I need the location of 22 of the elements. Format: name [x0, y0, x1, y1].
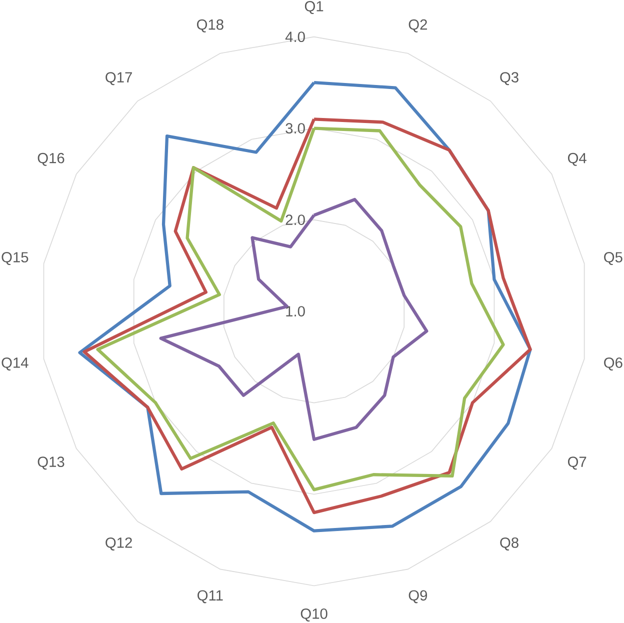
spoke-label: Q8	[500, 538, 518, 551]
spoke-label: Q13	[38, 456, 64, 470]
spoke-label: Q11	[198, 590, 223, 604]
spoke-label: Q17	[106, 72, 132, 86]
spoke-label: Q10	[300, 608, 328, 622]
spoke-label: Q1	[304, 1, 324, 14]
spoke-label: Q3	[500, 72, 518, 86]
spoke-label: Q9	[408, 590, 428, 604]
spoke-label: Q16	[38, 153, 64, 166]
spoke-label: Q15	[2, 252, 28, 266]
spoke-label: Q14	[2, 358, 28, 371]
spoke-label: Q6	[604, 358, 622, 371]
y-tick-label: 4.0	[285, 32, 305, 42]
y-tick-label: 2.0	[286, 214, 305, 226]
spoke-label: Q12	[106, 538, 132, 551]
spoke-label: Q5	[604, 252, 622, 266]
y-tick-label: 1.0	[286, 306, 305, 317]
y-tick-label: 3.0	[286, 123, 305, 134]
spoke-label: Q18	[196, 20, 224, 33]
spoke-label: Q7	[568, 456, 586, 470]
spoke-label: Q4	[568, 153, 586, 166]
spoke-label: Q2	[408, 20, 427, 33]
